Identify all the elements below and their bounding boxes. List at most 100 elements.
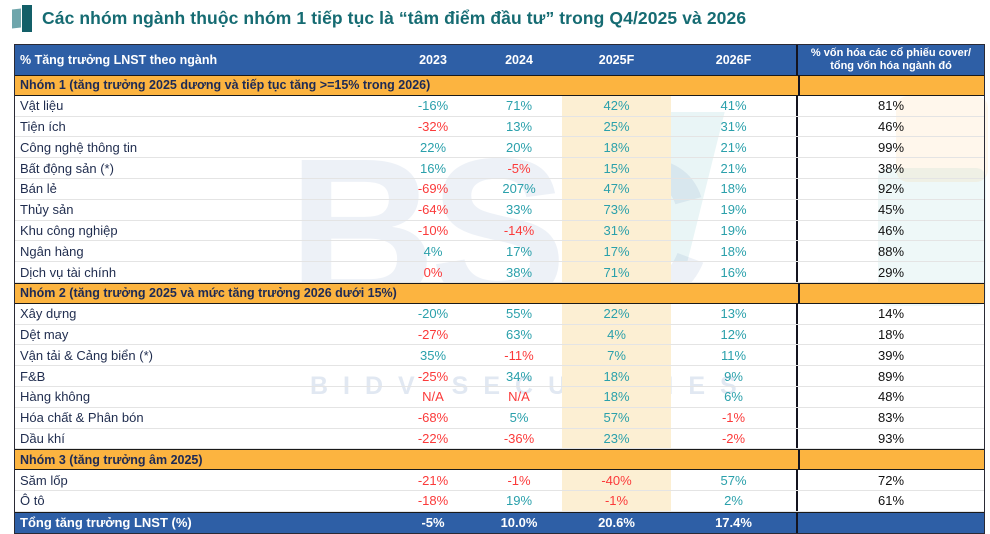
sector-row: Săm lốp -21% -1% -40% 57% 72% xyxy=(15,470,984,491)
growth-value-cell: -21% xyxy=(417,472,449,488)
sector-label: Tiện ích xyxy=(20,118,66,134)
coverage-cell: 72% xyxy=(796,470,984,490)
growth-value-cell: 42% xyxy=(562,95,671,116)
coverage-header-line2: tổng vốn hóa ngành đó xyxy=(830,60,952,72)
growth-value-cell: 63% xyxy=(505,326,533,342)
growth-value-cell: 11% xyxy=(720,347,747,363)
sector-row: Tiện ích -32% 13% 25% 31% 46% xyxy=(15,116,984,138)
coverage-cell: 46% xyxy=(796,116,984,137)
table-header-row: % Tăng trưởng LNST theo ngành 2023 2024 … xyxy=(15,45,984,75)
growth-value-cell: 18% xyxy=(562,366,671,386)
growth-value-cell: 19% xyxy=(720,202,747,218)
group-title: Nhóm 3 (tăng trưởng âm 2025) xyxy=(20,452,203,467)
growth-value-cell: -18% xyxy=(417,493,449,509)
column-header-2024: 2024 xyxy=(505,53,533,67)
group-title: Nhóm 2 (tăng trưởng 2025 và mức tăng trư… xyxy=(20,286,397,301)
growth-value-cell: 12% xyxy=(720,326,747,342)
growth-value-cell: 19% xyxy=(505,493,533,509)
column-header-2023: 2023 xyxy=(419,53,447,67)
coverage-cell: 45% xyxy=(796,199,984,220)
growth-value-cell: 16% xyxy=(419,160,447,176)
growth-value-cell: 19% xyxy=(720,222,747,238)
growth-value-cell: 21% xyxy=(720,139,747,155)
footer-total-2025f: 20.6% xyxy=(598,515,635,531)
sector-label: Dầu khí xyxy=(20,430,65,446)
growth-value-cell: 16% xyxy=(720,264,747,280)
sector-label: Vật liệu xyxy=(20,98,64,114)
coverage-cell: 14% xyxy=(796,303,984,324)
footer-coverage-cell xyxy=(796,512,984,533)
sector-label: Ngân hàng xyxy=(20,243,84,259)
growth-value-cell: 57% xyxy=(720,472,747,488)
sector-label: Xây dựng xyxy=(20,306,77,322)
growth-value-cell: 17% xyxy=(562,241,671,262)
growth-value-cell: 31% xyxy=(562,220,671,241)
growth-value-cell: 18% xyxy=(562,137,671,158)
growth-value-cell: 20% xyxy=(505,139,533,155)
slide-title-block: Các nhóm ngành thuộc nhóm 1 tiếp tục là … xyxy=(12,5,746,32)
growth-value-cell: 57% xyxy=(562,407,671,428)
table-footer-row: Tổng tăng trưởng LNST (%) -5% 10.0% 20.6… xyxy=(15,511,984,533)
growth-value-cell: -1% xyxy=(507,472,531,488)
growth-value-cell: 47% xyxy=(562,178,671,199)
growth-value-cell: 13% xyxy=(720,306,747,322)
growth-value-cell: -22% xyxy=(417,430,449,446)
coverage-cell: 99% xyxy=(796,137,984,158)
sector-label: Hóa chất & Phân bón xyxy=(20,410,144,426)
growth-value-cell: 22% xyxy=(562,303,671,324)
group-coverage-spacer xyxy=(798,450,986,470)
group-header-row: Nhóm 3 (tăng trưởng âm 2025) xyxy=(15,449,986,471)
sector-label: Bất động sản (*) xyxy=(20,160,114,176)
growth-value-cell: 22% xyxy=(419,139,447,155)
sector-row: Khu công nghiệp -10% -14% 31% 19% 46% xyxy=(15,220,984,242)
group-coverage-spacer xyxy=(798,76,986,95)
coverage-cell: 48% xyxy=(796,386,984,407)
table-body: Nhóm 1 (tăng trưởng 2025 dương và tiếp t… xyxy=(15,75,984,512)
column-header-2026f: 2026F xyxy=(715,53,752,67)
sector-row: Bán lẻ -69% 207% 47% 18% 92% xyxy=(15,178,984,200)
growth-value-cell: 6% xyxy=(724,389,743,405)
group-title: Nhóm 1 (tăng trưởng 2025 dương và tiếp t… xyxy=(20,78,431,93)
sector-label: Hàng không xyxy=(20,389,91,405)
growth-value-cell: 71% xyxy=(562,262,671,282)
sector-label: Thủy sản xyxy=(20,202,74,218)
sector-row: Công nghệ thông tin 22% 20% 18% 21% 99% xyxy=(15,137,984,159)
growth-value-cell: 34% xyxy=(505,368,533,384)
growth-value-cell: -40% xyxy=(562,470,671,490)
growth-value-cell: -11% xyxy=(504,347,534,363)
growth-value-cell: -68% xyxy=(417,410,449,426)
column-header-sector: % Tăng trưởng LNST theo ngành xyxy=(20,53,218,67)
coverage-cell: 29% xyxy=(796,262,984,282)
coverage-cell: 81% xyxy=(796,95,984,116)
growth-value-cell: -5% xyxy=(507,160,531,176)
growth-value-cell: 18% xyxy=(720,243,747,259)
sector-row: Hàng không N/A N/A 18% 6% 48% xyxy=(15,386,984,408)
growth-value-cell: 17% xyxy=(505,243,533,259)
group-header-row: Nhóm 1 (tăng trưởng 2025 dương và tiếp t… xyxy=(15,75,984,96)
growth-value-cell: -32% xyxy=(417,118,449,134)
growth-value-cell: 41% xyxy=(720,98,747,114)
coverage-cell: 61% xyxy=(796,490,984,511)
growth-value-cell: 207% xyxy=(502,181,536,197)
growth-value-cell: -64% xyxy=(417,202,449,218)
growth-value-cell: 18% xyxy=(562,386,671,407)
coverage-cell: 46% xyxy=(796,220,984,241)
sector-label: Dịch vụ tài chính xyxy=(20,264,117,280)
growth-value-cell: 0% xyxy=(423,264,443,280)
growth-value-cell: 7% xyxy=(562,345,671,366)
coverage-cell: 93% xyxy=(796,428,984,449)
coverage-cell: 92% xyxy=(796,178,984,199)
coverage-header-line1: % vốn hóa các cổ phiếu cover/ xyxy=(810,47,972,60)
growth-value-cell: 9% xyxy=(724,368,743,384)
sector-label: F&B xyxy=(20,368,46,384)
coverage-cell: 39% xyxy=(796,345,984,366)
sector-row: Hóa chất & Phân bón -68% 5% 57% -1% 83% xyxy=(15,407,984,429)
growth-value-cell: N/A xyxy=(508,389,530,405)
growth-value-cell: 13% xyxy=(505,118,533,134)
growth-value-cell: 25% xyxy=(562,116,671,137)
footer-total-2023: -5% xyxy=(421,515,445,531)
footer-total-2024: 10.0% xyxy=(500,515,538,531)
sector-row: Vật liệu -16% 71% 42% 41% 81% xyxy=(15,95,984,117)
growth-value-cell: -36% xyxy=(503,430,535,446)
sector-row: Dầu khí -22% -36% 23% -2% 93% xyxy=(15,428,984,450)
